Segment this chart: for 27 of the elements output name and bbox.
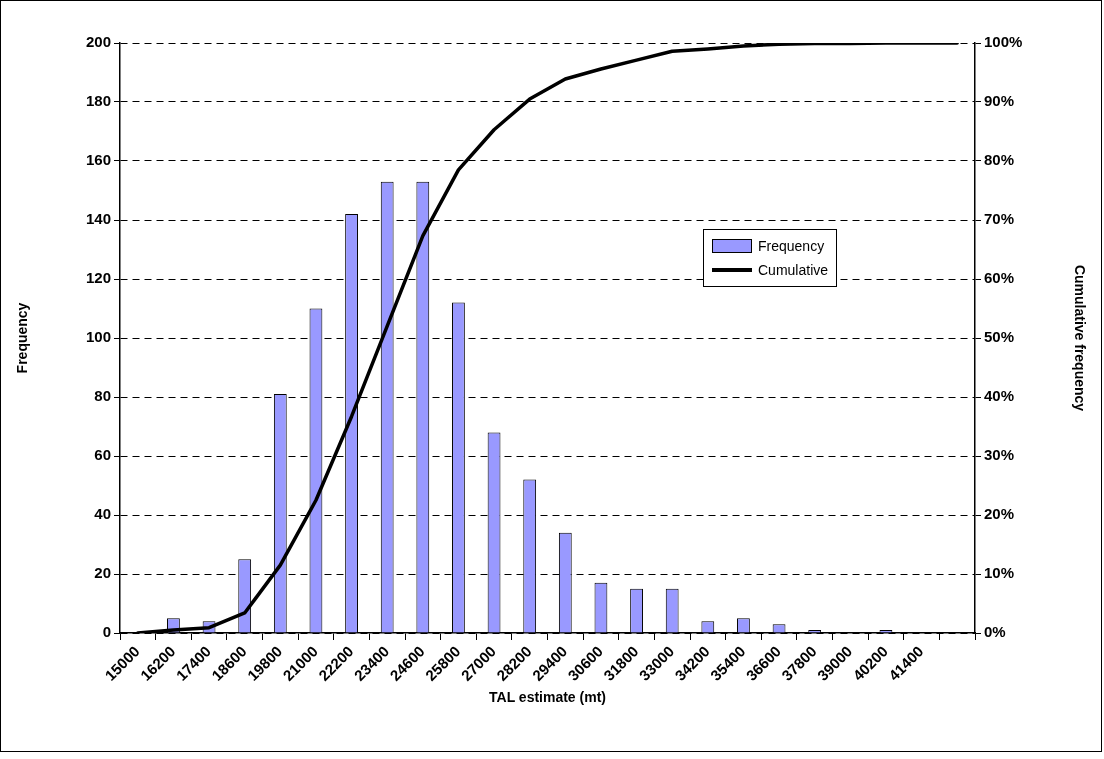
y2-tick-label: 10% (984, 564, 1015, 582)
y2-tick-label: 70% (984, 210, 1015, 228)
y2-tick-label: 80% (984, 151, 1015, 169)
y2-tick-label: 90% (984, 92, 1015, 110)
y2-tick-label: 30% (984, 446, 1015, 464)
y-tick-label: 0 (102, 623, 111, 641)
y2-tick-label: 60% (984, 269, 1015, 287)
y-tick-label: 20 (94, 564, 111, 582)
y-tick-label: 80 (94, 387, 111, 405)
y-tick-label: 40 (94, 505, 111, 523)
x-axis-title: TAL estimate (mt) (489, 689, 606, 706)
y2-tick-label: 50% (984, 328, 1015, 346)
y-tick-label: 140 (85, 210, 111, 228)
y-tick-label: 100 (85, 328, 111, 346)
y2-tick-label: 100% (984, 33, 1023, 51)
legend-label: Frequency (758, 238, 825, 254)
y-tick-label: 120 (85, 269, 111, 287)
y2-tick-label: 40% (984, 387, 1015, 405)
y2-tick-label: 0% (984, 623, 1006, 641)
y-tick-label: 200 (85, 33, 111, 51)
y2-tick-label: 20% (984, 505, 1015, 523)
y2-axis-title: Cumulative frequency (1071, 264, 1088, 412)
y-axis-title: Frequency (14, 302, 31, 374)
y-tick-label: 180 (85, 92, 111, 110)
legend-label: Cumulative (758, 262, 829, 278)
y-tick-label: 160 (85, 151, 111, 169)
y-tick-label: 60 (94, 446, 111, 464)
